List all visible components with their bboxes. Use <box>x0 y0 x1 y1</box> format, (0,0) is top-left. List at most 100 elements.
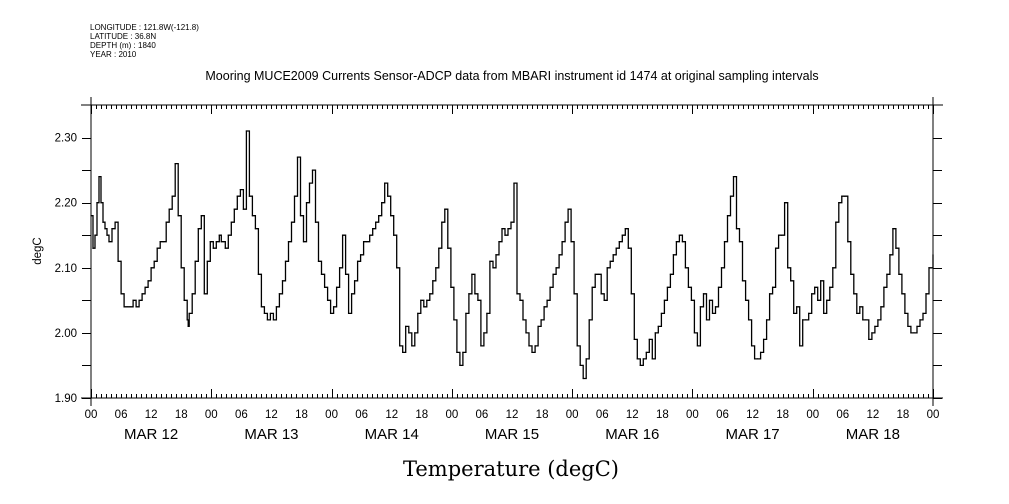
data-point <box>480 345 482 347</box>
data-point <box>492 267 494 269</box>
data-point <box>188 312 190 314</box>
data-point <box>239 189 241 191</box>
data-point <box>907 325 909 327</box>
data-point <box>820 280 822 282</box>
data-point <box>859 306 861 308</box>
data-point <box>284 260 287 262</box>
data-point <box>275 306 277 308</box>
data-point <box>336 286 338 288</box>
data-point <box>784 202 786 204</box>
data-point <box>711 312 714 314</box>
data-point <box>245 130 247 132</box>
data-point <box>486 312 488 314</box>
data-point <box>296 156 299 158</box>
data-point <box>375 221 377 223</box>
data-point <box>826 299 828 301</box>
x-tick-label: 12 <box>506 409 519 421</box>
data-point <box>299 215 302 217</box>
x-tick-label: 06 <box>836 409 849 421</box>
data-point <box>423 306 425 308</box>
data-point <box>92 247 94 249</box>
data-point <box>681 241 684 243</box>
data-point <box>453 319 455 321</box>
data-point <box>892 228 894 230</box>
data-point <box>144 286 146 288</box>
depth-label: DEPTH (m) : 1840 <box>90 41 156 50</box>
data-point <box>696 345 699 347</box>
data-point <box>308 182 311 184</box>
data-point <box>94 234 96 236</box>
data-point <box>302 241 305 243</box>
data-point <box>612 254 614 256</box>
data-point <box>378 215 380 217</box>
day-label: MAR 15 <box>485 426 539 443</box>
data-point <box>844 195 846 197</box>
data-point <box>108 241 110 243</box>
data-point <box>324 286 326 288</box>
data-point <box>528 345 530 347</box>
data-point <box>814 286 816 288</box>
x-tick-label: 06 <box>716 409 729 421</box>
data-point <box>156 247 158 249</box>
data-point <box>98 176 100 178</box>
x-axis-label: Temperature (degC) <box>403 457 619 481</box>
data-point <box>327 299 329 301</box>
data-point <box>200 215 202 217</box>
data-point <box>856 312 858 314</box>
data-point <box>570 241 572 243</box>
data-point <box>702 293 705 295</box>
data-point <box>104 228 106 230</box>
data-point <box>354 280 356 282</box>
data-point <box>212 247 214 249</box>
data-point <box>257 273 259 275</box>
x-tick-label: 18 <box>536 409 549 421</box>
data-point <box>209 241 211 243</box>
data-point <box>438 247 440 249</box>
x-tick-label: 06 <box>476 409 489 421</box>
data-point <box>399 345 401 347</box>
data-point <box>919 319 921 321</box>
x-tick-label: 18 <box>175 409 188 421</box>
data-point <box>778 234 780 236</box>
data-point <box>293 195 296 197</box>
data-point <box>197 228 199 230</box>
data-point <box>311 169 314 171</box>
day-label: MAR 17 <box>725 426 779 443</box>
data-point <box>248 195 250 197</box>
data-point <box>396 267 398 269</box>
data-point <box>177 215 179 217</box>
data-point <box>832 267 834 269</box>
x-tick-label: 00 <box>566 409 579 421</box>
data-point <box>390 215 392 217</box>
data-point <box>573 293 575 295</box>
data-point <box>757 358 759 360</box>
data-point <box>471 273 473 275</box>
data-point <box>477 299 479 301</box>
x-axis: 00 06 12 18 00 06 12 18 00 06 12 18 00 06 12 18 00 06 12 18… <box>85 105 939 421</box>
data-point <box>100 202 102 204</box>
latitude-label: LATITUDE : 36.8N <box>90 32 156 41</box>
data-point <box>191 293 193 295</box>
data-point <box>260 306 262 308</box>
data-point <box>603 299 605 301</box>
x-tick-label: 12 <box>145 409 158 421</box>
data-point <box>751 345 753 347</box>
data-point <box>290 221 293 223</box>
data-point <box>507 228 509 230</box>
y-tick-label: 2.10 <box>55 263 77 275</box>
data-point <box>699 306 702 308</box>
data-point <box>627 247 629 249</box>
data-point <box>865 319 867 321</box>
data-point <box>387 195 389 197</box>
data-point <box>305 202 308 204</box>
data-point <box>393 234 395 236</box>
data-point <box>426 299 428 301</box>
year-label: YEAR : 2010 <box>90 50 137 59</box>
data-point <box>372 228 374 230</box>
data-point <box>552 273 554 275</box>
data-point <box>429 293 431 295</box>
data-point <box>925 293 927 295</box>
data-point <box>886 273 888 275</box>
data-point <box>618 241 620 243</box>
